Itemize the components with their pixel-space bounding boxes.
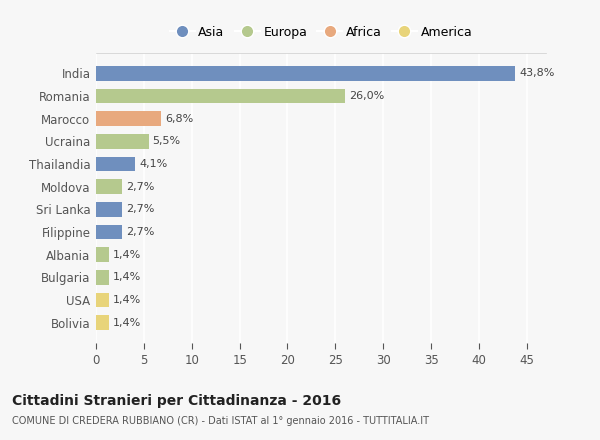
Text: 2,7%: 2,7% xyxy=(125,227,154,237)
Text: 6,8%: 6,8% xyxy=(165,114,193,124)
Text: 1,4%: 1,4% xyxy=(113,295,142,305)
Bar xyxy=(96,315,109,330)
Text: 26,0%: 26,0% xyxy=(349,91,384,101)
Text: 43,8%: 43,8% xyxy=(519,68,554,78)
Legend: Asia, Europa, Africa, America: Asia, Europa, Africa, America xyxy=(164,21,478,44)
Text: 1,4%: 1,4% xyxy=(113,249,142,260)
Bar xyxy=(96,180,122,194)
Text: COMUNE DI CREDERA RUBBIANO (CR) - Dati ISTAT al 1° gennaio 2016 - TUTTITALIA.IT: COMUNE DI CREDERA RUBBIANO (CR) - Dati I… xyxy=(12,416,429,426)
Text: 4,1%: 4,1% xyxy=(139,159,167,169)
Bar xyxy=(96,66,515,81)
Bar xyxy=(96,270,109,285)
Bar xyxy=(96,247,109,262)
Bar xyxy=(96,157,135,171)
Text: Cittadini Stranieri per Cittadinanza - 2016: Cittadini Stranieri per Cittadinanza - 2… xyxy=(12,394,341,408)
Text: 2,7%: 2,7% xyxy=(125,182,154,192)
Text: 5,5%: 5,5% xyxy=(152,136,181,147)
Bar xyxy=(96,89,345,103)
Bar xyxy=(96,225,122,239)
Text: 2,7%: 2,7% xyxy=(125,204,154,214)
Text: 1,4%: 1,4% xyxy=(113,272,142,282)
Bar xyxy=(96,111,161,126)
Text: 1,4%: 1,4% xyxy=(113,318,142,328)
Bar xyxy=(96,293,109,307)
Bar xyxy=(96,134,149,149)
Bar xyxy=(96,202,122,216)
